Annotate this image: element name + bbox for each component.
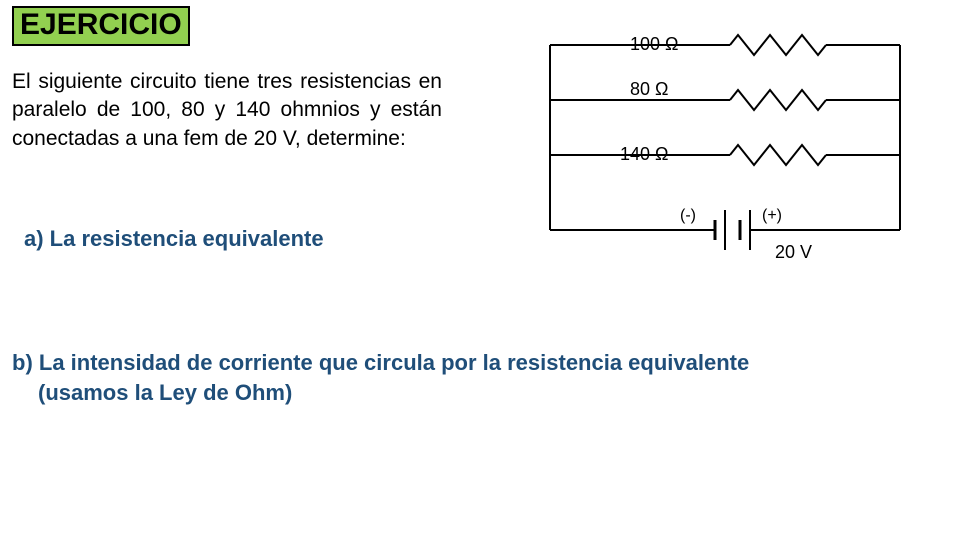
resistor-2-label: 80 Ω <box>630 79 668 99</box>
resistor-1-label: 100 Ω <box>630 34 679 54</box>
resistor-3-label: 140 Ω <box>620 144 669 164</box>
question-b: b) La intensidad de corriente que circul… <box>12 348 832 407</box>
question-a: a) La resistencia equivalente <box>24 226 324 252</box>
battery-positive-label: (+) <box>762 207 782 224</box>
battery-negative-label: (-) <box>680 207 696 224</box>
exercise-title: EJERCICIO <box>12 6 190 46</box>
circuit-diagram: 100 Ω 80 Ω 140 Ω (-) (+) 20 V <box>500 20 950 300</box>
problem-statement: El siguiente circuito tiene tres resiste… <box>12 68 442 153</box>
battery-voltage-label: 20 V <box>775 242 812 262</box>
